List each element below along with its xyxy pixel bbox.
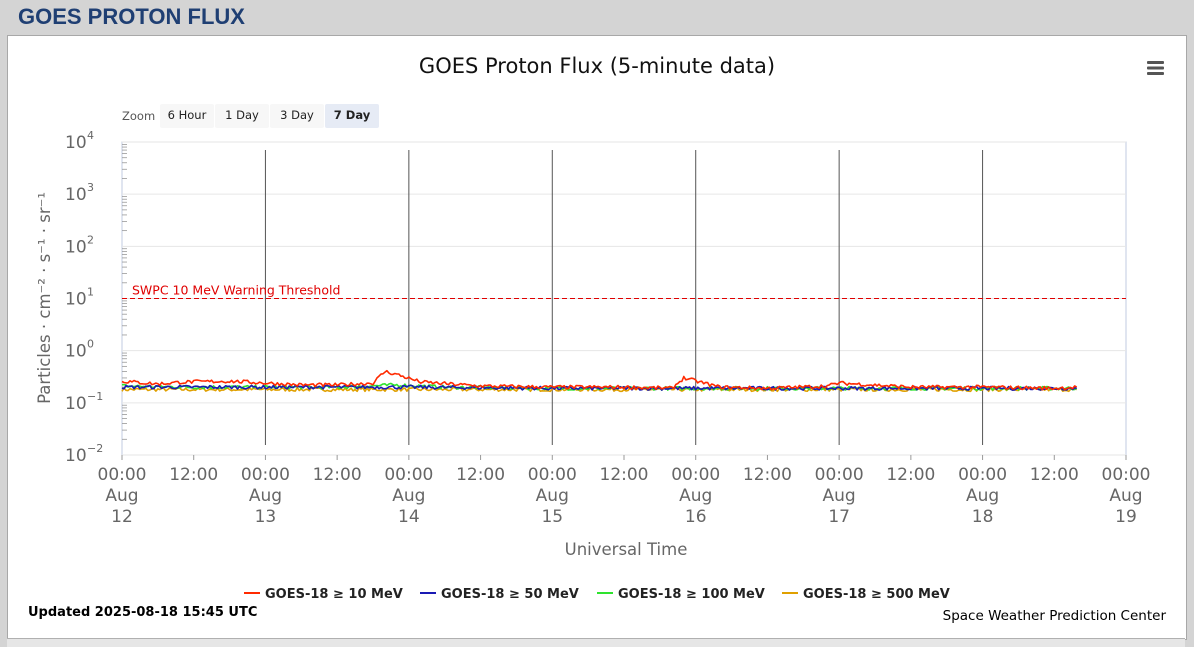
- x-tick-day: 13: [255, 507, 277, 527]
- x-tick-month: Aug: [249, 486, 282, 506]
- y-tick-exponent: 4: [87, 129, 94, 142]
- x-tick-time: 12:00: [169, 465, 218, 485]
- x-tick-time: 12:00: [886, 465, 935, 485]
- x-tick-day: 18: [972, 507, 994, 527]
- x-tick-time: 12:00: [456, 465, 505, 485]
- x-tick-time: 12:00: [313, 465, 362, 485]
- chart-title: GOES Proton Flux (5-minute data): [419, 54, 775, 78]
- x-tick-time: 00:00: [98, 465, 147, 485]
- legend-label: GOES-18 ≥ 500 MeV: [803, 587, 950, 602]
- page-title: GOES PROTON FLUX: [18, 4, 245, 29]
- x-tick-day: 12: [111, 507, 133, 527]
- legend-item[interactable]: GOES-18 ≥ 500 MeV: [782, 587, 950, 602]
- x-tick-month: Aug: [679, 486, 712, 506]
- threshold-label: SWPC 10 MeV Warning Threshold: [132, 283, 340, 298]
- y-tick-exponent: 3: [87, 181, 94, 194]
- svg-text:3 Day: 3 Day: [280, 108, 314, 122]
- updated-timestamp: Updated 2025-08-18 15:45 UTC: [28, 605, 257, 620]
- x-tick-month: Aug: [392, 486, 425, 506]
- series-line: [121, 369, 1078, 391]
- x-tick-time: 00:00: [384, 465, 433, 485]
- panel-bottom-edge: [7, 638, 1185, 647]
- x-axis-title: Universal Time: [565, 540, 688, 559]
- y-tick-label: 10: [65, 446, 87, 466]
- x-tick-time: 00:00: [528, 465, 577, 485]
- y-tick-label: 10: [65, 237, 87, 257]
- x-tick-day: 19: [1115, 507, 1137, 527]
- legend-label: GOES-18 ≥ 100 MeV: [618, 587, 765, 602]
- x-tick-month: Aug: [105, 486, 138, 506]
- y-tick-exponent: −1: [87, 390, 103, 403]
- zoom-button-1-day[interactable]: 1 Day: [215, 104, 269, 128]
- page-header: GOES PROTON FLUX: [0, 0, 1194, 34]
- x-tick-month: Aug: [1109, 486, 1142, 506]
- series-line: [121, 384, 1077, 391]
- y-tick-label: 10: [65, 290, 87, 310]
- x-tick-time: 12:00: [743, 465, 792, 485]
- x-tick-month: Aug: [823, 486, 856, 506]
- svg-text:1 Day: 1 Day: [225, 108, 259, 122]
- x-tick-time: 00:00: [1102, 465, 1151, 485]
- menu-icon[interactable]: [1140, 55, 1168, 79]
- svg-text:7 Day: 7 Day: [334, 108, 371, 122]
- svg-text:6 Hour: 6 Hour: [168, 108, 207, 122]
- legend-label: GOES-18 ≥ 50 MeV: [441, 587, 579, 602]
- x-tick-day: 15: [541, 507, 563, 527]
- zoom-button-7-day[interactable]: 7 Day: [325, 104, 379, 128]
- y-axis-title: Particles · cm⁻² · s⁻¹ · sr⁻¹: [35, 192, 54, 404]
- x-tick-time: 00:00: [241, 465, 290, 485]
- zoom-button-3-day[interactable]: 3 Day: [270, 104, 324, 128]
- x-tick-time: 12:00: [1030, 465, 1079, 485]
- x-tick-month: Aug: [536, 486, 569, 506]
- zoom-selector: Zoom 6 Hour 1 Day 3 Day 7 Day: [122, 104, 379, 128]
- y-tick-exponent: −2: [87, 442, 103, 455]
- legend-item[interactable]: GOES-18 ≥ 50 MeV: [420, 587, 579, 602]
- x-tick-time: 00:00: [671, 465, 720, 485]
- x-tick-month: Aug: [966, 486, 999, 506]
- y-tick-label: 10: [65, 185, 87, 205]
- credit-label: Space Weather Prediction Center: [943, 608, 1167, 624]
- zoom-label: Zoom: [122, 109, 155, 123]
- series-lines: [121, 369, 1078, 393]
- zoom-button-6-hour[interactable]: 6 Hour: [160, 104, 214, 128]
- x-tick-time: 00:00: [815, 465, 864, 485]
- y-tick-exponent: 1: [87, 286, 94, 299]
- legend: GOES-18 ≥ 10 MeV GOES-18 ≥ 50 MeV GOES-18 …: [244, 587, 950, 602]
- x-tick-day: 14: [398, 507, 420, 527]
- y-tick-label: 10: [65, 394, 87, 414]
- legend-item[interactable]: GOES-18 ≥ 10 MeV: [244, 587, 403, 602]
- y-tick-exponent: 0: [87, 338, 94, 351]
- legend-label: GOES-18 ≥ 10 MeV: [265, 587, 403, 602]
- y-tick-label: 10: [65, 133, 87, 153]
- x-tick-time: 12:00: [600, 465, 649, 485]
- y-tick-label: 10: [65, 342, 87, 362]
- y-tick-exponent: 2: [87, 233, 94, 246]
- legend-item[interactable]: GOES-18 ≥ 100 MeV: [597, 587, 765, 602]
- x-tick-day: 17: [828, 507, 850, 527]
- x-tick-time: 00:00: [958, 465, 1007, 485]
- x-tick-day: 16: [685, 507, 707, 527]
